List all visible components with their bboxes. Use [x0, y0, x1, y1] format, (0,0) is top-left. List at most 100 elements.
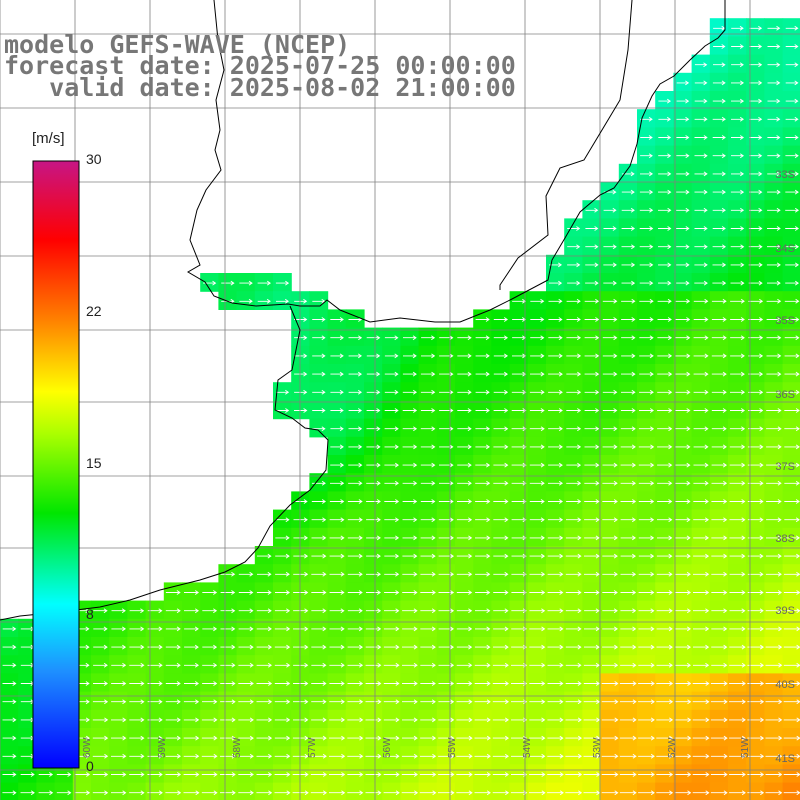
wind-arrow: [766, 262, 781, 268]
wind-cell: [709, 564, 729, 583]
wind-cell: [455, 345, 474, 365]
wind-arrow: [620, 517, 637, 523]
wind-cell: [673, 673, 693, 693]
wind-arrow: [547, 717, 564, 723]
wind-arrow: [602, 590, 618, 595]
wind-arrow: [749, 25, 763, 31]
wind-cell: [200, 618, 219, 638]
wind-cell: [418, 582, 438, 602]
wind-arrow: [329, 681, 345, 686]
wind-arrow: [92, 772, 109, 777]
wind-cell: [109, 728, 128, 747]
wind-cell: [709, 782, 729, 800]
wind-cell: [655, 582, 674, 602]
wind-cell: [709, 218, 729, 238]
wind-cell: [91, 673, 110, 693]
wind-cell: [709, 546, 729, 565]
wind-arrow: [384, 335, 399, 341]
wind-arrow: [712, 116, 726, 122]
wind-cell: [655, 145, 674, 165]
wind-cell: [764, 764, 784, 784]
wind-cell: [327, 582, 347, 602]
wind-arrow: [384, 590, 400, 595]
wind-cell: [254, 673, 274, 693]
wind-cell: [582, 764, 602, 784]
wind-arrow: [621, 280, 636, 286]
wind-cell: [691, 182, 711, 201]
wind-cell: [546, 455, 565, 474]
wind-arrow: [657, 371, 673, 377]
wind-cell: [18, 764, 37, 784]
wind-cell: [473, 637, 492, 656]
wind-arrow: [729, 699, 746, 705]
wind-cell: [236, 291, 256, 310]
wind-cell: [455, 582, 474, 602]
wind-arrow: [584, 590, 600, 595]
wind-arrow: [438, 772, 455, 777]
wind-arrow: [2, 662, 17, 668]
wind-arrow: [584, 335, 600, 341]
wind-cell: [728, 309, 747, 329]
wind-cell: [782, 364, 800, 383]
wind-arrow: [710, 699, 728, 705]
wind-arrow: [729, 499, 746, 504]
wind-cell: [691, 236, 711, 256]
wind-arrow: [330, 480, 345, 486]
wind-arrow: [676, 280, 690, 286]
wind-cell: [291, 582, 310, 602]
wind-cell: [91, 728, 110, 747]
wind-cell: [618, 509, 638, 529]
wind-cell: [582, 400, 602, 420]
wind-arrow: [657, 462, 673, 468]
wind-cell: [709, 127, 729, 147]
lat-label: 37S: [775, 461, 795, 473]
wind-arrow: [2, 735, 17, 741]
wind-cell: [546, 491, 565, 511]
wind-arrow: [785, 116, 799, 122]
wind-arrow: [693, 590, 710, 595]
wind-cell: [782, 109, 800, 128]
wind-arrow: [256, 662, 273, 668]
wind-cell: [345, 655, 365, 674]
wind-arrow: [529, 753, 546, 759]
wind-arrow: [621, 389, 636, 395]
wind-cell: [728, 218, 747, 238]
wind-cell: [764, 382, 784, 401]
wind-arrow: [657, 353, 673, 359]
wind-cell: [746, 236, 765, 256]
wind-arrow: [402, 408, 418, 413]
wind-arrow: [238, 790, 254, 796]
wind-arrow: [257, 298, 271, 304]
wind-cell: [709, 655, 729, 674]
wind-arrow: [602, 389, 618, 395]
wind-arrow: [565, 735, 583, 741]
wind-arrow: [638, 426, 655, 432]
wind-cell: [382, 746, 401, 765]
wind-cell: [764, 509, 784, 529]
wind-arrow: [420, 717, 437, 723]
wind-arrow: [547, 790, 564, 796]
wind-cell: [127, 709, 147, 729]
wind-arrow: [731, 171, 745, 177]
wind-cell: [218, 618, 238, 638]
wind-arrow: [674, 644, 692, 650]
wind-arrow: [566, 335, 582, 341]
wind-arrow: [694, 80, 708, 86]
wind-cell: [527, 491, 547, 511]
wind-cell: [764, 546, 784, 565]
wind-arrow: [713, 62, 726, 68]
wind-cell: [400, 400, 420, 420]
wind-cell: [691, 54, 711, 74]
wind-arrow: [457, 389, 472, 395]
wind-arrow: [439, 444, 454, 450]
wind-arrow: [311, 662, 327, 668]
wind-arrow: [748, 262, 763, 268]
wind-cell: [509, 400, 529, 420]
wind-cell: [218, 582, 238, 602]
wind-cell: [618, 709, 638, 729]
wind-cell: [746, 728, 765, 747]
wind-arrow: [767, 280, 781, 286]
wind-arrow: [639, 298, 654, 304]
wind-arrow: [511, 699, 528, 705]
wind-cell: [364, 418, 383, 438]
